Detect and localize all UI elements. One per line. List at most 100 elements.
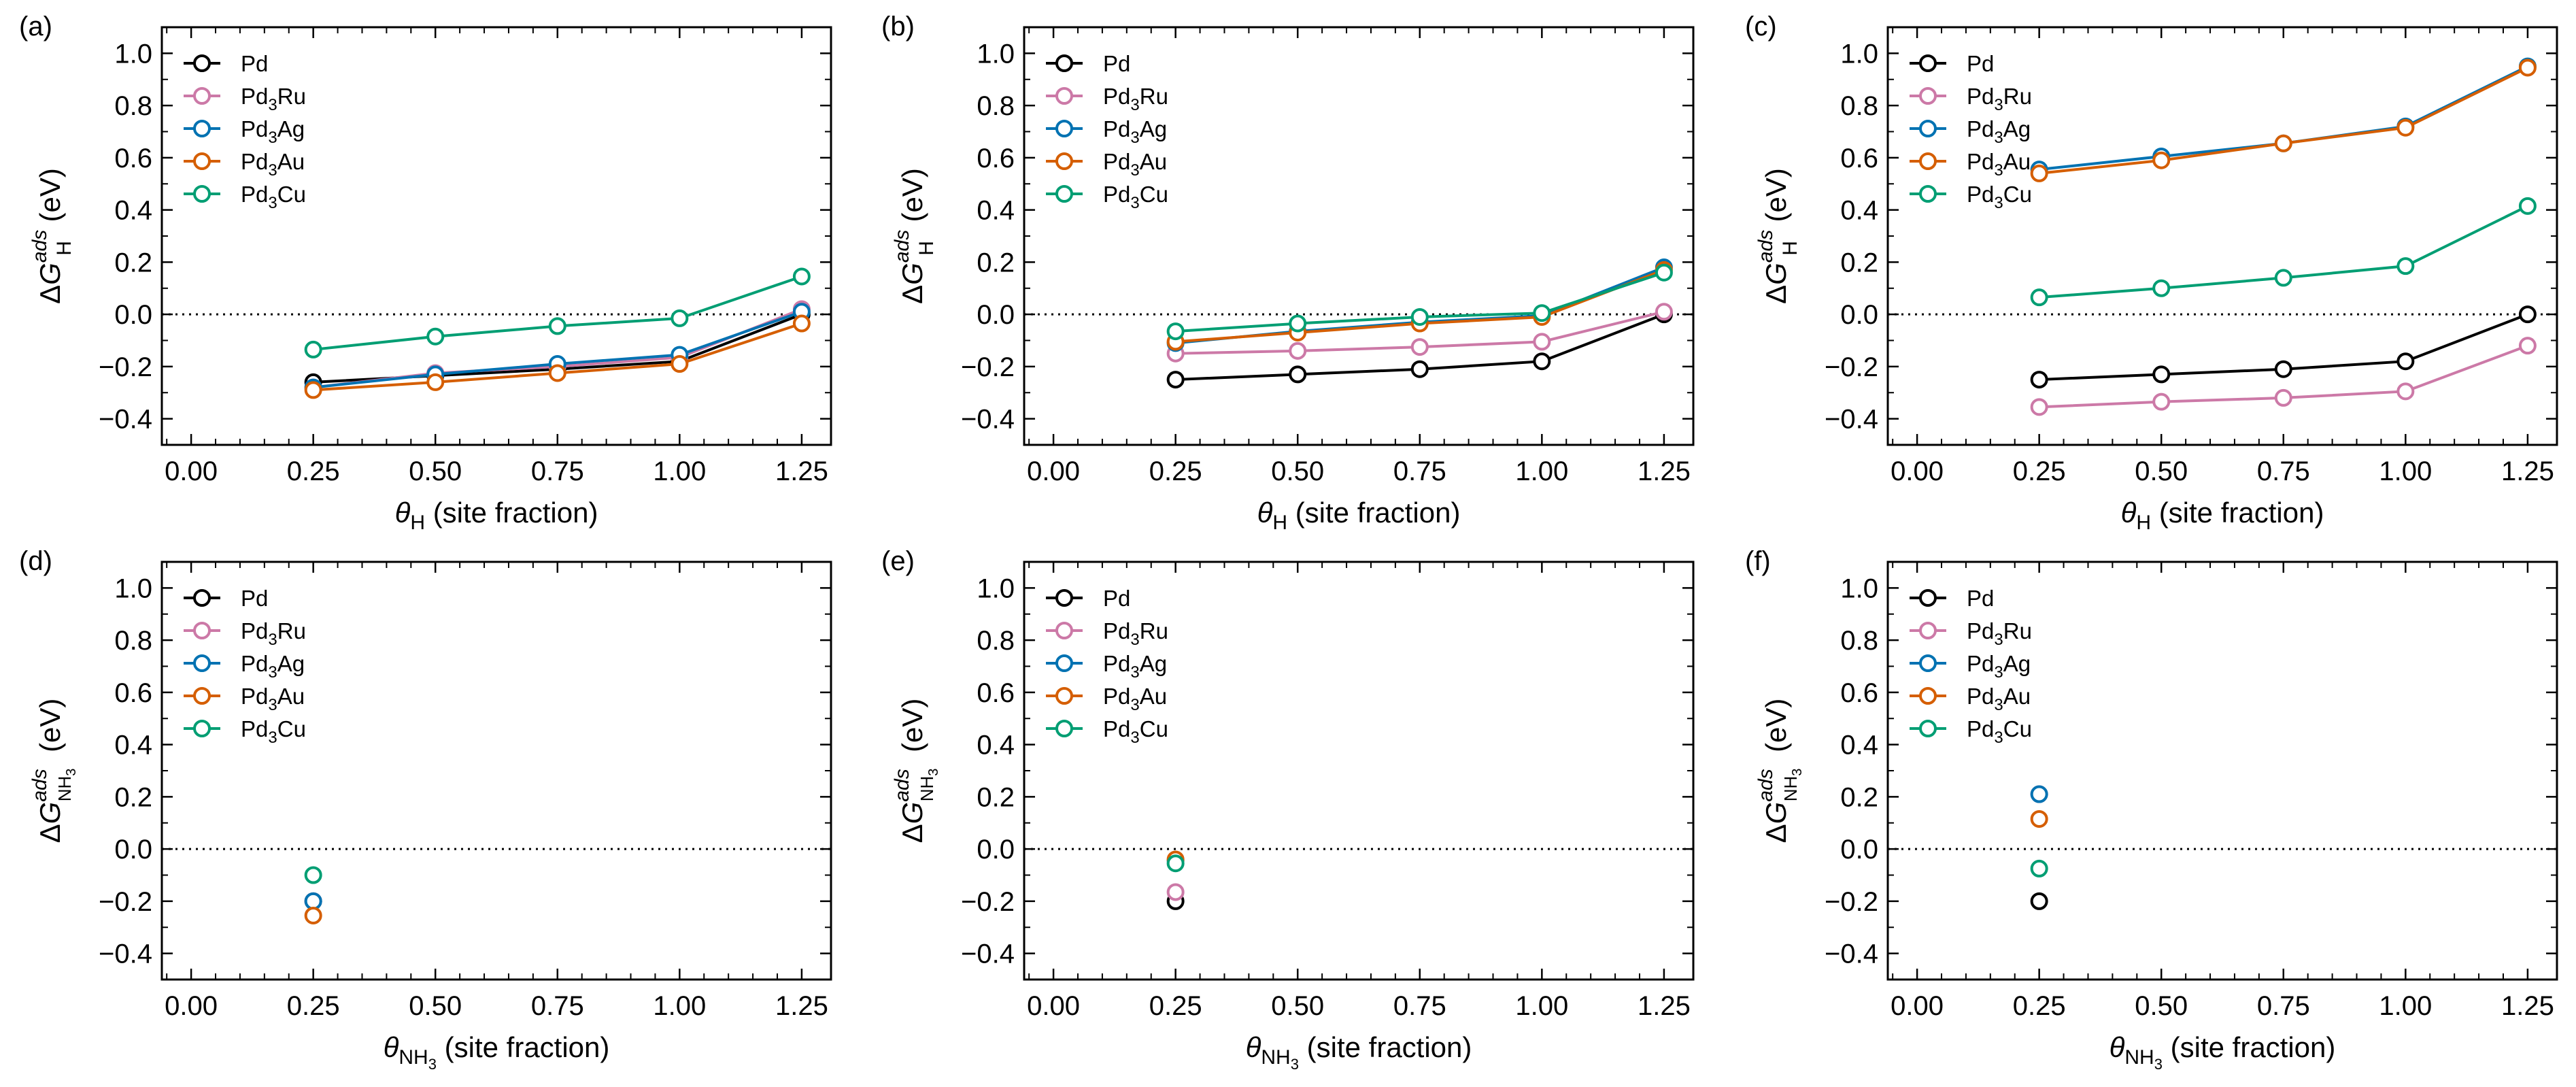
legend-item-Pd3Ag: Pd3Ag bbox=[1046, 651, 1167, 682]
legend-item-Pd3Au: Pd3Au bbox=[184, 149, 305, 180]
legend-item-Pd3Au: Pd3Au bbox=[1046, 149, 1167, 180]
legend-marker bbox=[193, 654, 211, 672]
y-tick-label: 0.4 bbox=[114, 731, 152, 760]
y-axis-label: ΔGads H (eV) bbox=[29, 168, 75, 304]
data-point bbox=[671, 309, 689, 327]
x-tick-label: 0.75 bbox=[1393, 456, 1446, 486]
legend-label: Pd3Cu bbox=[1103, 182, 1168, 212]
data-point bbox=[2030, 785, 2048, 803]
data-point bbox=[2274, 134, 2292, 152]
legend-item-Pd3Cu: Pd3Cu bbox=[184, 182, 306, 212]
y-tick-label: 0.8 bbox=[1840, 626, 1878, 656]
panel-label: (c) bbox=[1745, 12, 1777, 41]
y-tick-label: 0.6 bbox=[114, 678, 152, 708]
legend-label: Pd3Au bbox=[1967, 149, 2031, 180]
x-tick-label: 1.00 bbox=[1515, 991, 1568, 1021]
data-point bbox=[1289, 365, 1307, 384]
data-point bbox=[1655, 303, 1673, 321]
y-tick-label: 1.0 bbox=[977, 573, 1015, 603]
legend-marker bbox=[1919, 720, 1937, 737]
legend-item-Pd3Ag: Pd3Ag bbox=[184, 651, 305, 682]
x-tick-label: 0.00 bbox=[1891, 456, 1944, 486]
data-point bbox=[792, 267, 811, 286]
data-point bbox=[1166, 371, 1185, 389]
legend-label: Pd3Cu bbox=[241, 182, 306, 212]
legend-marker bbox=[1055, 185, 1073, 203]
y-tick-label: 0.4 bbox=[114, 196, 152, 226]
legend-label: Pd bbox=[241, 586, 268, 611]
y-tick-label: −0.4 bbox=[99, 939, 152, 969]
x-tick-label: 1.25 bbox=[775, 456, 828, 486]
x-tick-label: 0.50 bbox=[1271, 991, 1324, 1021]
x-tick-label: 0.50 bbox=[2135, 456, 2188, 486]
y-tick-label: 1.0 bbox=[114, 573, 152, 603]
x-tick-label: 0.00 bbox=[1027, 456, 1080, 486]
legend-item-Pd3Cu: Pd3Cu bbox=[1910, 716, 2032, 747]
legend-item-Pd3Cu: Pd3Cu bbox=[1046, 182, 1168, 212]
series-Pd3Cu bbox=[304, 267, 811, 358]
data-point bbox=[2152, 279, 2171, 297]
legend-marker bbox=[193, 687, 211, 705]
legend-label: Pd3Cu bbox=[1967, 182, 2032, 212]
y-tick-label: −0.4 bbox=[99, 405, 152, 435]
y-tick-label: 0.4 bbox=[1840, 731, 1878, 760]
legend-item-Pd3Cu: Pd3Cu bbox=[1046, 716, 1168, 747]
x-tick-label: 0.25 bbox=[287, 991, 340, 1021]
x-axis-label: θH (site fraction) bbox=[1257, 497, 1461, 534]
data-point bbox=[1166, 883, 1185, 901]
plot-frame bbox=[160, 561, 832, 981]
y-tick-label: 0.8 bbox=[977, 626, 1015, 656]
legend-marker bbox=[1055, 120, 1073, 137]
x-tick-label: 0.75 bbox=[2257, 456, 2310, 486]
x-tick-label: 0.00 bbox=[165, 456, 218, 486]
x-tick-label: 0.50 bbox=[1271, 456, 1324, 486]
legend-label: Pd3Cu bbox=[1103, 716, 1168, 747]
panel-label: (e) bbox=[881, 546, 915, 576]
panel-a: (a) 0.00 0.25 0.50 0.75 1.00 1.25 −0.4 −0.2 0.0 0.… bbox=[19, 12, 832, 534]
series-Pd3Au bbox=[1166, 261, 1673, 351]
legend-marker bbox=[1919, 622, 1937, 639]
y-tick-label: 0.0 bbox=[1840, 835, 1878, 865]
plot-frame bbox=[160, 26, 832, 446]
y-tick-label: 0.8 bbox=[114, 91, 152, 121]
legend-label: Pd3Ag bbox=[1103, 651, 1167, 682]
y-tick-label: −0.2 bbox=[99, 352, 152, 382]
data-point bbox=[2030, 892, 2048, 910]
x-tick-label: 0.50 bbox=[409, 456, 462, 486]
series-Pd3Ru bbox=[1166, 303, 1673, 363]
data-point bbox=[304, 340, 322, 358]
y-tick-label: 1.0 bbox=[1840, 573, 1878, 603]
series-Pd3Cu bbox=[2030, 859, 2048, 877]
data-point bbox=[304, 906, 322, 924]
series-Pd3Cu bbox=[1166, 263, 1673, 341]
y-tick-label: 0.0 bbox=[114, 300, 152, 330]
legend-item-Pd3Ru: Pd3Ru bbox=[1046, 618, 1168, 649]
legend-marker bbox=[193, 720, 211, 737]
panel-e: (e) 0.00 0.25 0.50 0.75 1.00 1.25 −0.4 −0.2 0.0 0.… bbox=[881, 546, 1695, 1073]
x-tick-label: 0.25 bbox=[1149, 456, 1202, 486]
x-tick-label: 0.75 bbox=[531, 991, 584, 1021]
legend-marker bbox=[1055, 54, 1073, 72]
legend-label: Pd3Ru bbox=[1103, 618, 1168, 649]
y-tick-label: 0.6 bbox=[1840, 144, 1878, 173]
legend-marker bbox=[1055, 589, 1073, 607]
x-tick-label: 0.25 bbox=[1149, 991, 1202, 1021]
y-axis-label: ΔGads NH3 (eV) bbox=[891, 699, 941, 843]
y-tick-label: −0.4 bbox=[1825, 939, 1878, 969]
series-Pd3Ru bbox=[1166, 883, 1185, 901]
plot-frame bbox=[1023, 561, 1695, 981]
legend-marker bbox=[193, 54, 211, 72]
legend-marker bbox=[1919, 185, 1937, 203]
panel-label: (f) bbox=[1745, 546, 1771, 576]
data-point bbox=[792, 314, 811, 333]
legend-item-Pd: Pd bbox=[184, 586, 268, 611]
data-point bbox=[2274, 269, 2292, 287]
x-axis-label: θH (site fraction) bbox=[2121, 497, 2324, 534]
legend-marker bbox=[1055, 720, 1073, 737]
panel-d: (d) 0.00 0.25 0.50 0.75 1.00 1.25 −0.4 −0.2 0.0 0.… bbox=[19, 546, 832, 1073]
legend-marker bbox=[1055, 654, 1073, 672]
data-point bbox=[426, 327, 445, 346]
